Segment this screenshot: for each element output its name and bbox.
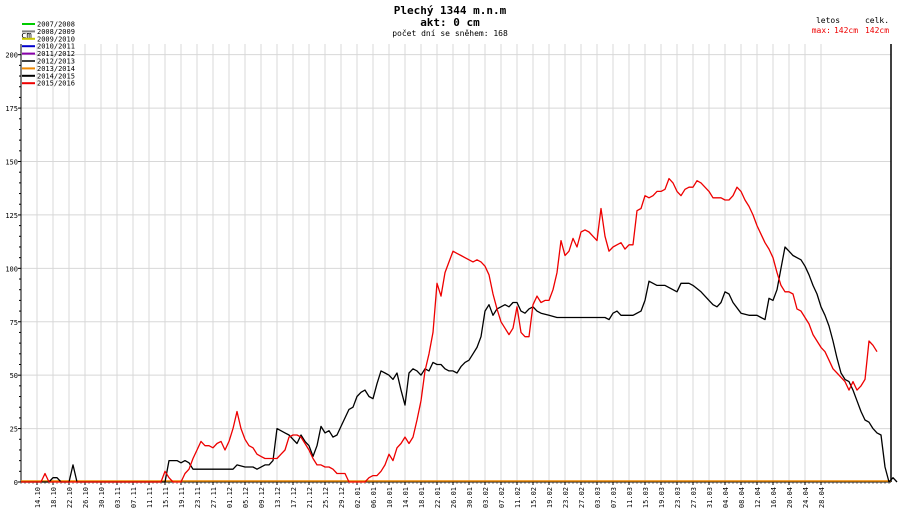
x-tick-label: 11.02 (514, 487, 522, 508)
y-tick-label: 25 (10, 426, 18, 434)
x-tick-label: 26.10 (82, 487, 90, 508)
current-depth: akt: 0 cm (420, 16, 480, 29)
x-tick-label: 01.12 (226, 487, 234, 508)
x-tick-labels: 14.10 18.10 22.10 26.10 30.10 03.11 07.11 11.11… (34, 487, 826, 508)
legend-label: 2008/2009 (37, 28, 75, 36)
y-tick-label: 175 (5, 105, 18, 113)
x-tick-label: 27.11 (210, 487, 218, 508)
x-tick-label: 14.01 (402, 487, 410, 508)
legend-label: 2010/2011 (37, 43, 75, 51)
x-tick-label: 27.03 (690, 487, 698, 508)
legend-label: 2012/2013 (37, 58, 75, 66)
x-tick-label: 03.03 (594, 487, 602, 508)
x-tick-label: 22.01 (434, 487, 442, 508)
x-tick-label: 07.02 (498, 487, 506, 508)
x-tick-label: 27.02 (578, 487, 586, 508)
x-tick-label: 25.12 (322, 487, 330, 508)
chart-title: Plechý 1344 m.n.m (394, 4, 507, 17)
x-tick-label: 11.11 (146, 487, 154, 508)
legend-label: 2014/2015 (37, 72, 75, 80)
x-tick-label: 02.01 (354, 487, 362, 508)
x-tick-label: 18.01 (418, 487, 426, 508)
x-tick-label: 29.12 (338, 487, 346, 508)
x-tick-label: 13.12 (274, 487, 282, 508)
x-tick-label: 07.11 (130, 487, 138, 508)
x-tick-label: 03.11 (114, 487, 122, 508)
legend-label: 2011/2012 (37, 50, 75, 58)
x-tick-label: 10.01 (386, 487, 394, 508)
grid (21, 44, 891, 483)
x-tick-label: 31.03 (706, 487, 714, 508)
x-tick-label: 03.02 (482, 487, 490, 508)
x-tick-label: 17.12 (290, 487, 298, 508)
axes (18, 44, 892, 485)
legend-label: 2007/2008 (37, 21, 75, 29)
max-header-season: letos (816, 16, 840, 25)
x-tick-label: 20.04 (786, 487, 794, 508)
x-tick-label: 23.02 (562, 487, 570, 508)
y-tick-label: 75 (10, 319, 18, 327)
x-tick-label: 14.10 (34, 487, 42, 508)
x-tick-label: 28.04 (818, 487, 826, 508)
x-tick-label: 15.03 (642, 487, 650, 508)
x-tick-label: 12.04 (754, 487, 762, 508)
x-tick-label: 07.03 (610, 487, 618, 508)
max-header-all: celk. (865, 16, 889, 25)
legend-label: 2015/2016 (37, 80, 75, 88)
x-tick-label: 15.02 (530, 487, 538, 508)
x-tick-label: 30.01 (466, 487, 474, 508)
y-tick-label: 125 (5, 212, 18, 220)
x-tick-label: 15.11 (162, 487, 170, 508)
x-tick-label: 08.04 (738, 487, 746, 508)
x-tick-label: 18.10 (50, 487, 58, 508)
y-axis-label: cm (21, 31, 32, 41)
max-label: max: (812, 26, 831, 35)
legend-label: 2009/2010 (37, 35, 75, 43)
x-tick-label: 19.02 (546, 487, 554, 508)
x-tick-label: 06.01 (370, 487, 378, 508)
y-tick-label: 50 (10, 372, 18, 380)
x-tick-label: 21.12 (306, 487, 314, 508)
series-lines (21, 177, 898, 483)
y-tick-label: 150 (5, 159, 18, 167)
x-tick-label: 04.04 (722, 487, 730, 508)
x-tick-label: 11.03 (626, 487, 634, 508)
x-tick-label: 09.12 (258, 487, 266, 508)
x-tick-label: 23.11 (194, 487, 202, 508)
x-tick-label: 30.10 (98, 487, 106, 508)
legend: 2007/20082008/20092009/20102010/20112011… (22, 21, 75, 88)
max-season-value: 142cm (834, 26, 858, 35)
x-tick-label: 26.01 (450, 487, 458, 508)
x-tick-label: 19.03 (658, 487, 666, 508)
x-tick-label: 22.10 (66, 487, 74, 508)
y-tick-labels: 0 25 50 75 100 125 150 175 200 (5, 52, 18, 487)
max-all-value: 142cm (865, 26, 889, 35)
x-tick-label: 19.11 (178, 487, 186, 508)
days-with-snow: počet dní se sněhem: 168 (392, 28, 508, 38)
series-line-2015-2016 (21, 177, 878, 483)
y-tick-label: 100 (5, 265, 18, 273)
y-tick-label: 200 (5, 52, 18, 60)
x-tick-label: 05.12 (242, 487, 250, 508)
x-tick-label: 23.03 (674, 487, 682, 508)
y-tick-label: 0 (14, 479, 18, 487)
x-tick-label: 16.04 (770, 487, 778, 508)
x-tick-label: 24.04 (802, 487, 810, 508)
series-line-2014-2015 (21, 246, 898, 483)
legend-label: 2013/2014 (37, 65, 75, 73)
